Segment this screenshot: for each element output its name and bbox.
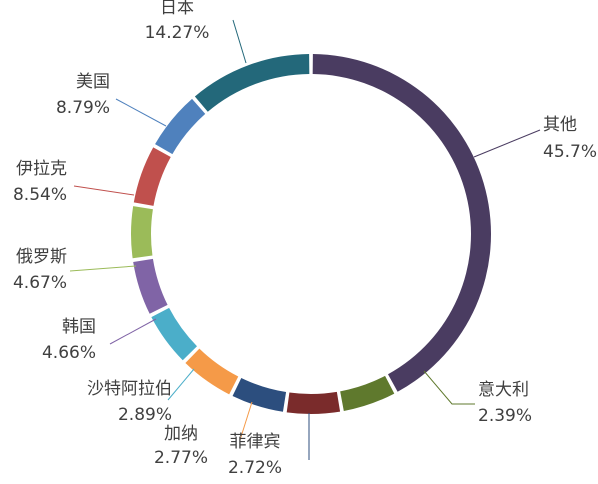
donut-slice — [286, 391, 341, 414]
leader-line — [167, 368, 195, 401]
slice-label: 美国 — [76, 72, 110, 92]
donut-slice — [312, 54, 491, 392]
slice-label: 菲律宾 — [230, 432, 281, 452]
slice-value-label: 4.66% — [42, 343, 96, 363]
leader-line — [423, 370, 475, 405]
donut-slice — [194, 54, 310, 112]
slice-label: 俄罗斯 — [16, 247, 67, 267]
donut-slice — [133, 258, 168, 314]
slices-layer — [131, 54, 491, 414]
donut-slice — [133, 147, 171, 206]
slice-value-label: 8.54% — [13, 185, 67, 205]
leader-line — [109, 318, 157, 345]
slice-label: 伊拉克 — [16, 159, 67, 179]
slice-value-label: 2.89% — [118, 405, 172, 425]
leader-line — [232, 19, 247, 64]
slice-value-label: 2.39% — [478, 406, 532, 426]
slice-label: 其他 — [543, 115, 577, 135]
slice-value-label: 4.67% — [13, 273, 67, 293]
donut-slice — [185, 348, 239, 395]
slice-value-label: 45.7% — [543, 142, 597, 162]
leader-line — [73, 185, 135, 196]
slice-label: 沙特阿拉伯 — [87, 379, 172, 399]
leader-lines-layer — [69, 19, 541, 460]
slice-value-label: 8.79% — [56, 98, 110, 118]
slice-label: 日本 — [160, 0, 194, 18]
donut-slice — [340, 375, 395, 411]
slice-label: 韩国 — [62, 317, 96, 337]
leader-line — [69, 265, 137, 272]
donut-slice — [232, 378, 287, 412]
leader-line — [473, 129, 541, 158]
slice-value-label: 14.27% — [145, 23, 210, 43]
slice-value-label: 2.72% — [228, 458, 282, 478]
slice-label: 意大利 — [478, 380, 529, 400]
donut-slice — [155, 98, 206, 155]
slice-value-label: 2.77% — [154, 448, 208, 468]
donut-slice — [151, 307, 197, 361]
donut-slice — [131, 206, 153, 259]
leader-line — [115, 98, 167, 127]
labels-layer: 其他 45.7% 意大利 2.39% 菲律宾 2.72% 加纳 2.77% 沙特阿拉伯 2.89%… — [13, 0, 597, 478]
leader-line — [239, 401, 253, 441]
slice-label: 加纳 — [164, 424, 198, 444]
